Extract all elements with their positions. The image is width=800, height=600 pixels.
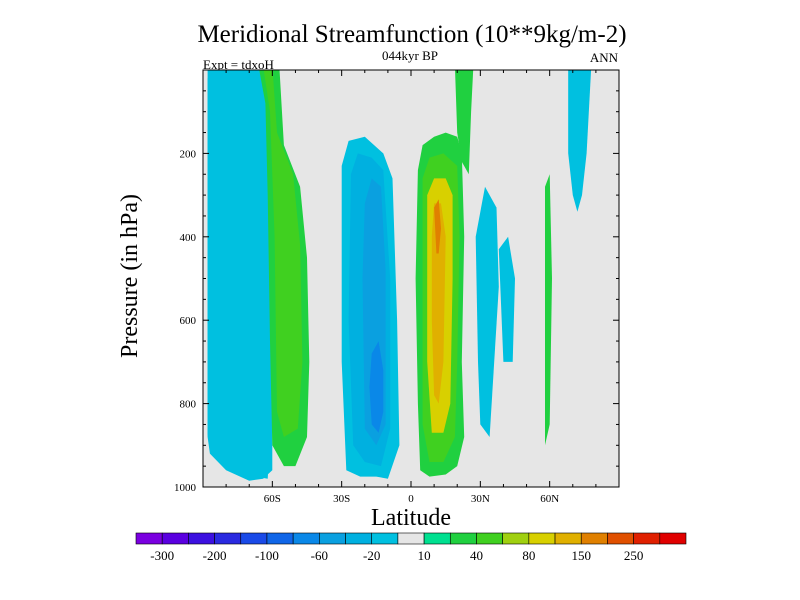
colorbar: -300 -200 -100 -60 -20 10 40 80 150 250 xyxy=(135,532,687,563)
colorbar-label: 250 xyxy=(624,548,644,563)
contour-nh-ferrel xyxy=(475,186,499,437)
colorbar-swatch xyxy=(580,532,608,545)
contour-sh-ferrel-inner xyxy=(263,70,303,437)
colorbar-label: -60 xyxy=(311,548,328,563)
contour-nh-hadley-core xyxy=(434,199,441,254)
contour-sh-hadley-core xyxy=(369,341,384,433)
colorbar-swatch xyxy=(449,532,477,545)
colorbar-swatch xyxy=(528,532,556,545)
colorbar-swatch xyxy=(476,532,503,545)
colorbar-label: 10 xyxy=(418,548,431,563)
chart-subtitle: 044kyr BP xyxy=(382,48,438,63)
colorbar-swatch xyxy=(266,532,294,545)
colorbar-swatch xyxy=(240,532,268,545)
contour-nh-hadley-4 xyxy=(431,203,446,404)
colorbar-label: 40 xyxy=(470,548,483,563)
colorbar-swatch xyxy=(554,532,582,545)
plot-area xyxy=(202,69,620,488)
x-tick-label: 30S xyxy=(333,493,350,505)
colorbar-swatch xyxy=(161,532,189,545)
colorbar-swatch xyxy=(397,532,425,545)
colorbar-swatch xyxy=(188,532,215,545)
y-tick-label: 600 xyxy=(180,315,197,327)
x-axis-label: Latitude xyxy=(371,505,451,531)
axis-ticks: 60S 30S 0 30N 60N 200 400 600 800 1000 xyxy=(174,69,620,505)
colorbar-swatch xyxy=(633,532,661,545)
colorbar-swatch xyxy=(659,532,687,545)
colorbar-swatch xyxy=(423,532,451,545)
x-tick-label: 30N xyxy=(471,493,490,505)
x-tick-label: 0 xyxy=(408,493,414,505)
y-tick-label: 1000 xyxy=(174,482,197,494)
right-annotation: ANN xyxy=(590,50,619,65)
colorbar-label: -200 xyxy=(203,548,227,563)
contour-nh-top xyxy=(568,70,592,212)
colorbar-swatch xyxy=(319,532,346,545)
y-axis-label: Pressure (in hPa) xyxy=(117,194,143,358)
colorbar-swatch xyxy=(345,532,373,545)
contour-nh-ferrel-2 xyxy=(498,236,515,362)
y-tick-label: 200 xyxy=(180,148,197,160)
colorbar-swatch xyxy=(371,532,399,545)
colorbar-label: -100 xyxy=(255,548,279,563)
left-annotation: Expt = tdxoH xyxy=(203,57,274,72)
contour-nh-polar xyxy=(545,174,552,446)
y-tick-label: 800 xyxy=(180,399,197,411)
contour-sh-band-l xyxy=(207,78,215,438)
contour-nh-upper xyxy=(455,70,474,175)
chart-title: Meridional Streamfunction (10**9kg/m-2) xyxy=(197,21,626,48)
colorbar-swatch xyxy=(292,532,320,545)
colorbar-swatch xyxy=(607,532,634,545)
x-tick-label: 60N xyxy=(540,493,559,505)
colorbar-swatch xyxy=(135,532,163,545)
colorbar-label: -300 xyxy=(150,548,174,563)
contour-sh-outer-cell xyxy=(207,70,273,481)
colorbar-swatch xyxy=(502,532,530,545)
x-tick-label: 60S xyxy=(264,493,281,505)
y-tick-label: 400 xyxy=(180,232,197,244)
colorbar-label: 150 xyxy=(571,548,591,563)
colorbar-label: -20 xyxy=(363,548,380,563)
colorbar-swatch xyxy=(214,532,242,545)
colorbar-label: 80 xyxy=(522,548,535,563)
